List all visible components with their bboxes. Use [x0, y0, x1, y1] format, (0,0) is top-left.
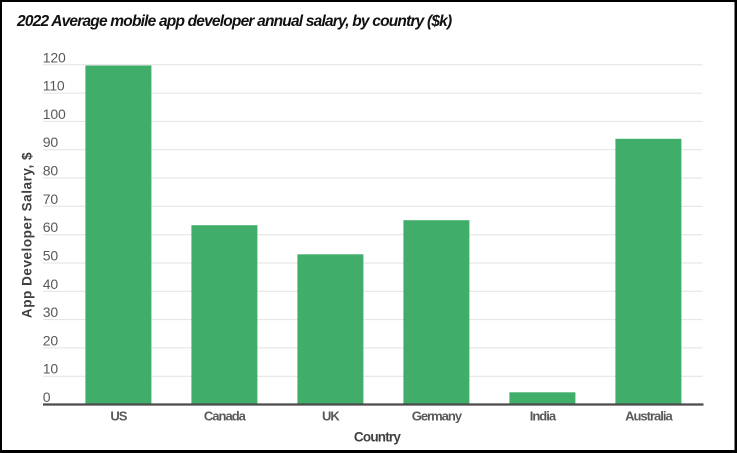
svg-text:70: 70 — [43, 191, 59, 207]
svg-text:Canada: Canada — [204, 409, 247, 424]
svg-text:UK: UK — [322, 409, 340, 424]
svg-text:30: 30 — [43, 304, 59, 320]
svg-text:US: US — [110, 409, 127, 424]
svg-text:2022 Average mobile app develo: 2022 Average mobile app developer annual… — [16, 13, 452, 30]
svg-text:Australia: Australia — [625, 409, 673, 424]
svg-text:10: 10 — [43, 361, 59, 377]
svg-text:40: 40 — [43, 276, 59, 292]
svg-text:100: 100 — [43, 106, 66, 122]
svg-text:India: India — [530, 409, 557, 424]
svg-text:60: 60 — [43, 219, 59, 235]
svg-text:Germany: Germany — [412, 409, 463, 424]
svg-text:110: 110 — [43, 78, 65, 94]
svg-text:120: 120 — [43, 49, 66, 65]
svg-text:20: 20 — [43, 332, 59, 348]
svg-text:80: 80 — [43, 163, 59, 179]
svg-text:0: 0 — [43, 389, 51, 405]
svg-text:90: 90 — [43, 134, 59, 150]
svg-text:50: 50 — [43, 248, 59, 264]
svg-text:App Developer Salary, $: App Developer Salary, $ — [20, 152, 35, 318]
svg-text:Country: Country — [354, 430, 401, 445]
